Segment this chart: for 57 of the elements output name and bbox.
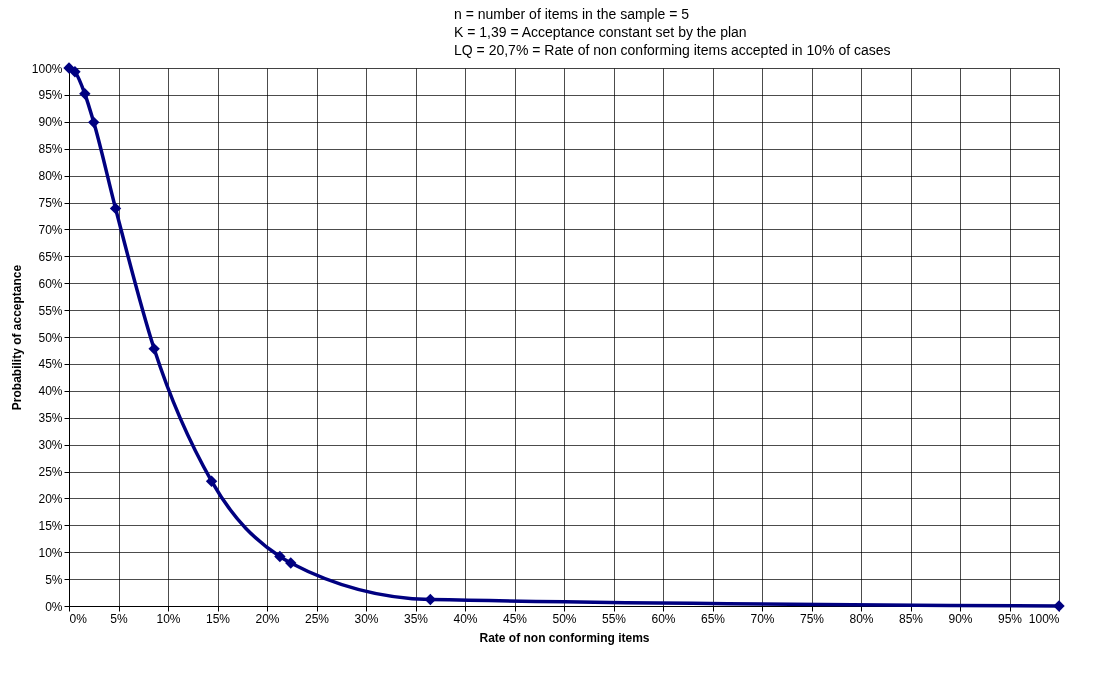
x-tick-label: 40% <box>453 611 478 626</box>
y-tick-label: 70% <box>38 222 63 237</box>
x-tick-label: 85% <box>898 611 924 626</box>
x-tick-label: 80% <box>849 611 874 626</box>
x-tick-label: 95% <box>997 611 1023 626</box>
point <box>79 88 91 100</box>
y-tick-label: 10% <box>38 545 63 560</box>
y-tick-label: 25% <box>38 465 63 479</box>
point <box>69 66 81 78</box>
y-tick-label: 20% <box>38 491 63 506</box>
x-tick-label: 10% <box>156 611 181 626</box>
y-tick-label: 50% <box>38 330 63 345</box>
y-tick-label: 55% <box>38 303 63 318</box>
x-tick-label: 50% <box>552 611 577 626</box>
x-tick-label: 45% <box>502 611 528 626</box>
point <box>205 475 218 487</box>
y-tick-label: 80% <box>38 169 63 184</box>
x-tick-label: 100% <box>1028 611 1060 626</box>
text: K = 1,39 = Acceptance constant set by the plan <box>454 24 747 40</box>
y-tick-label: 60% <box>38 276 63 291</box>
point <box>148 343 160 355</box>
y-tick-label: 35% <box>38 411 63 426</box>
x-tick-label: 5% <box>110 611 128 626</box>
x-tick-label: 30% <box>354 611 379 626</box>
y-tick-label: 0% <box>45 599 63 614</box>
x-tick-label: 15% <box>205 611 231 626</box>
point <box>1053 600 1065 612</box>
point <box>274 550 286 563</box>
y-axis-title: Probability of acceptance <box>9 264 24 411</box>
x-tick-label: 0% <box>69 611 88 626</box>
x-tick-label: 75% <box>799 611 825 626</box>
y-tick-label: 65% <box>38 249 63 264</box>
y-tick-label: 85% <box>38 142 63 157</box>
y-tick-label: 75% <box>38 196 63 210</box>
y-tick-label: 100% <box>31 61 63 76</box>
point <box>88 116 100 129</box>
text: LQ = 20,7% = Rate of non conforming items accepted in 10% of cases <box>454 42 891 58</box>
y-tick-label: 40% <box>38 384 63 399</box>
y-tick-label: 95% <box>38 88 63 103</box>
y-tick-label: 30% <box>38 438 63 453</box>
y-tick-label: 15% <box>38 518 63 533</box>
x-tick-label: 60% <box>651 611 676 626</box>
y-tick-label: 5% <box>45 572 63 587</box>
x-tick-label: 55% <box>601 611 627 626</box>
x-axis-title: Rate of non conforming items <box>479 630 650 645</box>
y-tick-label: 90% <box>38 115 63 130</box>
y-tick-label: 45% <box>38 357 63 372</box>
point <box>109 202 122 215</box>
text: n = number of items in the sample = 5 <box>454 6 690 22</box>
point <box>285 557 297 569</box>
x-tick-label: 25% <box>304 611 330 626</box>
x-tick-label: 35% <box>403 611 429 626</box>
x-tick-label: 90% <box>948 611 973 626</box>
x-tick-label: 65% <box>700 611 726 626</box>
x-tick-label: 70% <box>750 611 775 626</box>
point <box>63 62 75 74</box>
x-tick-label: 20% <box>255 611 280 626</box>
